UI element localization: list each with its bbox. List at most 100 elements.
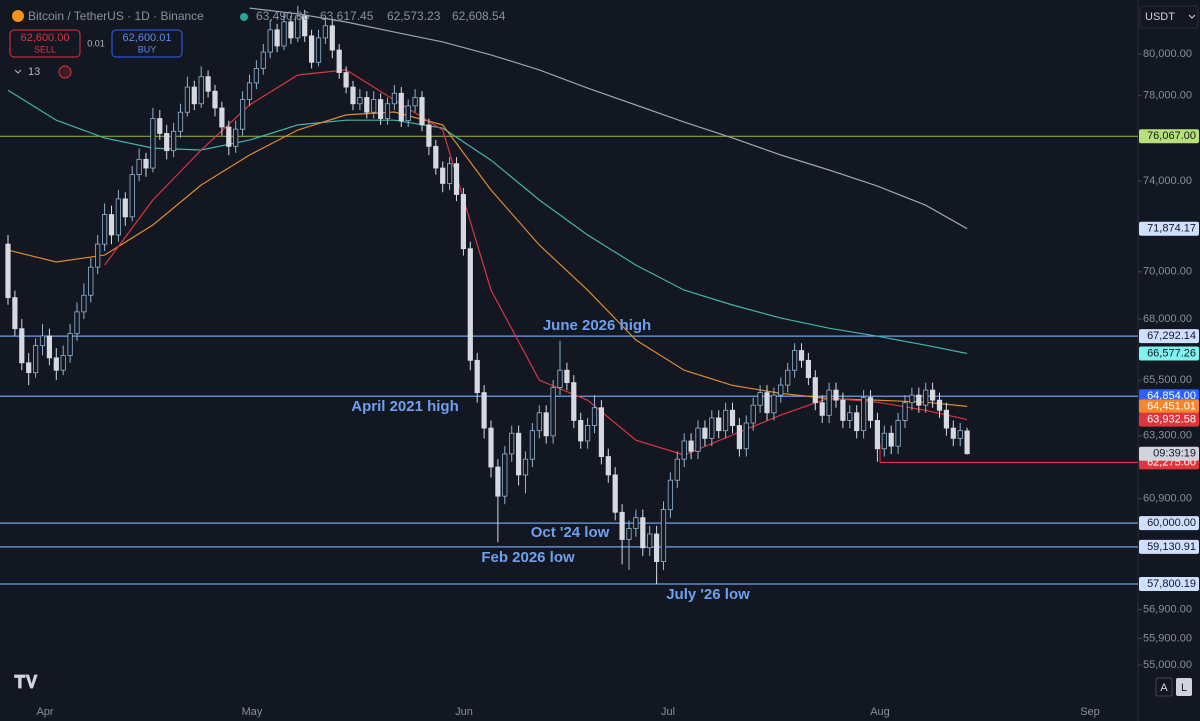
sell-button[interactable] — [9, 29, 81, 58]
candle-body — [881, 432, 887, 450]
candle-body — [170, 130, 177, 152]
price-tag-label: 67,292.14 — [1147, 330, 1196, 342]
candle-body — [205, 76, 211, 92]
candle-body — [371, 99, 377, 113]
candle-body — [716, 417, 722, 432]
currency-caret — [1188, 14, 1196, 19]
x-tick-label: Sep — [1080, 706, 1100, 718]
candle-body — [343, 72, 349, 88]
candle-body — [798, 350, 805, 361]
candle-body — [502, 453, 508, 497]
price-tag — [1139, 346, 1199, 361]
candle-body — [384, 103, 391, 119]
candle-body — [771, 394, 777, 414]
y-tick-label: 74,000.00 — [1143, 175, 1192, 187]
candle-body — [667, 479, 674, 510]
alert-icon[interactable] — [58, 65, 72, 79]
candle-body — [626, 528, 632, 540]
candle-body — [888, 432, 894, 447]
candle-body — [219, 107, 225, 128]
candle-body — [792, 350, 798, 371]
y-tick-label: 78,000.00 — [1143, 89, 1192, 101]
candle-body — [5, 243, 11, 299]
buy-button[interactable] — [111, 29, 183, 58]
candle-body — [550, 387, 556, 437]
symbol[interactable]: Bitcoin / TetherUS · 1D · Binance — [28, 9, 204, 23]
candle-body — [315, 37, 322, 63]
candle-body — [612, 474, 618, 513]
candle-body — [129, 174, 135, 218]
candle-body — [909, 394, 915, 404]
candle-body — [453, 163, 460, 195]
candle-body — [743, 422, 749, 450]
collapse-icon[interactable] — [14, 69, 22, 74]
candle-body — [481, 392, 487, 429]
candle-body — [633, 517, 639, 529]
candle-body — [522, 458, 529, 476]
y-tick-label: 63,300.00 — [1143, 430, 1192, 442]
annotation: April 2021 high — [351, 398, 459, 415]
currency: USDT — [1145, 11, 1175, 23]
candle-body — [143, 158, 149, 169]
annotation: Feb 2026 low — [481, 549, 575, 566]
candle-body — [88, 266, 94, 296]
candle-body — [943, 409, 950, 429]
y-tick-label: 70,000.00 — [1143, 266, 1192, 278]
candle-body — [398, 92, 404, 122]
candle-body — [957, 430, 963, 439]
candle-body — [46, 335, 53, 359]
candle-body — [226, 126, 232, 147]
candle-body — [377, 99, 384, 119]
indicator-count[interactable]: 13 — [28, 66, 40, 78]
candle-body — [329, 25, 335, 51]
annotation: Oct '24 low — [531, 524, 610, 541]
y-tick-label: 55,000.00 — [1143, 659, 1192, 671]
candle-body — [564, 369, 570, 384]
moving-average — [249, 7, 968, 230]
candle-body — [709, 417, 715, 439]
log-scale-button[interactable] — [1176, 678, 1192, 696]
candle-body — [136, 158, 142, 176]
candle-body — [267, 29, 273, 53]
candle-body — [785, 369, 791, 386]
candle-body — [322, 25, 329, 39]
candle-body — [750, 404, 756, 424]
price-tag-label: 59,130.91 — [1147, 541, 1196, 553]
candle-body — [509, 432, 515, 455]
candle-body — [757, 392, 763, 406]
candle-body — [688, 440, 694, 452]
price-tag-label: 63,932.58 — [1147, 414, 1196, 426]
low: 62,573.23 — [387, 9, 441, 23]
candle-body — [198, 76, 204, 105]
candle-body — [529, 430, 536, 460]
candle-body — [495, 466, 501, 497]
candle-body — [302, 15, 308, 37]
candle-body — [916, 394, 922, 406]
y-tick-label: 68,000.00 — [1143, 313, 1192, 325]
candle-body — [467, 248, 473, 361]
candle-body — [598, 407, 605, 457]
candle-body — [212, 90, 218, 109]
candle-body — [833, 389, 839, 401]
candle-body — [723, 409, 729, 432]
candle-body — [826, 389, 832, 416]
countdown-tag — [1139, 446, 1199, 461]
candle-body — [33, 345, 39, 374]
candle-body — [281, 21, 287, 47]
y-tick-label: 80,000.00 — [1143, 48, 1192, 60]
auto-scale-button[interactable] — [1155, 677, 1173, 697]
y-tick-label: 55,900.00 — [1143, 632, 1192, 644]
currency-button[interactable] — [1139, 5, 1199, 29]
logo[interactable]: 𝐓𝐕 — [14, 672, 39, 692]
candle-body — [122, 198, 128, 218]
candle-body — [364, 97, 370, 113]
candle-body — [350, 86, 356, 105]
candle-body — [557, 369, 563, 389]
buy-label: BUY — [138, 44, 157, 54]
candle-body — [95, 243, 101, 268]
candle-body — [150, 118, 156, 169]
candle-body — [239, 99, 246, 130]
price-tag-label: 66,577.26 — [1147, 347, 1196, 359]
